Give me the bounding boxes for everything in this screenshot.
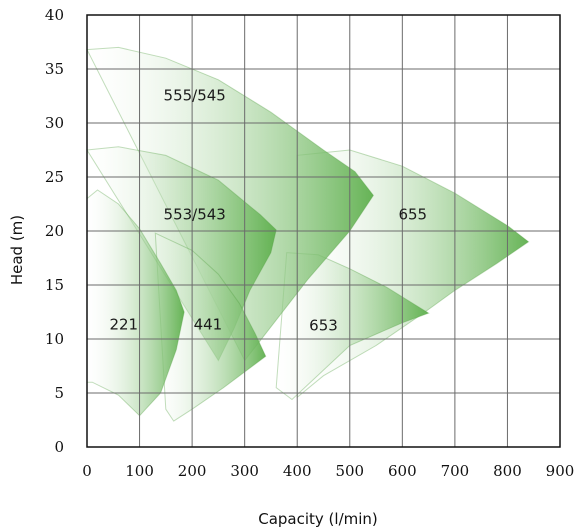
region-layer xyxy=(86,46,530,422)
x-tick-label: 900 xyxy=(546,462,575,480)
x-tick-label: 600 xyxy=(388,462,417,480)
x-tick-label: 200 xyxy=(178,462,207,480)
y-tick-label: 35 xyxy=(45,60,64,78)
y-tick-label: 10 xyxy=(45,330,64,348)
x-tick-label: 0 xyxy=(82,462,92,480)
y-tick-label: 5 xyxy=(54,384,64,402)
region-441 xyxy=(154,232,267,422)
y-tick-label: 15 xyxy=(45,276,64,294)
region-label-555-545: 555/545 xyxy=(164,87,226,105)
y-tick-label: 40 xyxy=(45,6,64,24)
x-tick-label: 100 xyxy=(125,462,154,480)
region-221 xyxy=(86,189,185,417)
region-label-653: 653 xyxy=(309,317,338,335)
y-tick-label: 0 xyxy=(54,438,64,456)
plot-frame xyxy=(86,14,561,448)
region-label-221: 221 xyxy=(109,316,138,334)
region-label-layer: 655 653 555/545 553/543 441 221 xyxy=(109,87,427,335)
x-tick-label: 800 xyxy=(493,462,522,480)
tick-layer: 0 100 200 300 400 500 600 700 800 900 0 5 10 15 20 25 30… xyxy=(45,6,574,480)
y-axis-title: Head (m) xyxy=(8,215,26,285)
x-tick-label: 400 xyxy=(283,462,312,480)
region-653 xyxy=(275,252,430,401)
region-label-553-543: 553/543 xyxy=(164,205,226,223)
y-tick-label: 25 xyxy=(45,168,64,186)
y-tick-label: 30 xyxy=(45,114,64,132)
x-tick-label: 500 xyxy=(335,462,364,480)
x-tick-label: 300 xyxy=(230,462,259,480)
x-axis-title: Capacity (l/min) xyxy=(258,510,378,528)
x-tick-label: 700 xyxy=(441,462,470,480)
grid-layer xyxy=(86,14,561,448)
region-label-655: 655 xyxy=(398,205,427,223)
region-label-441: 441 xyxy=(194,316,223,334)
y-tick-label: 20 xyxy=(45,222,64,240)
